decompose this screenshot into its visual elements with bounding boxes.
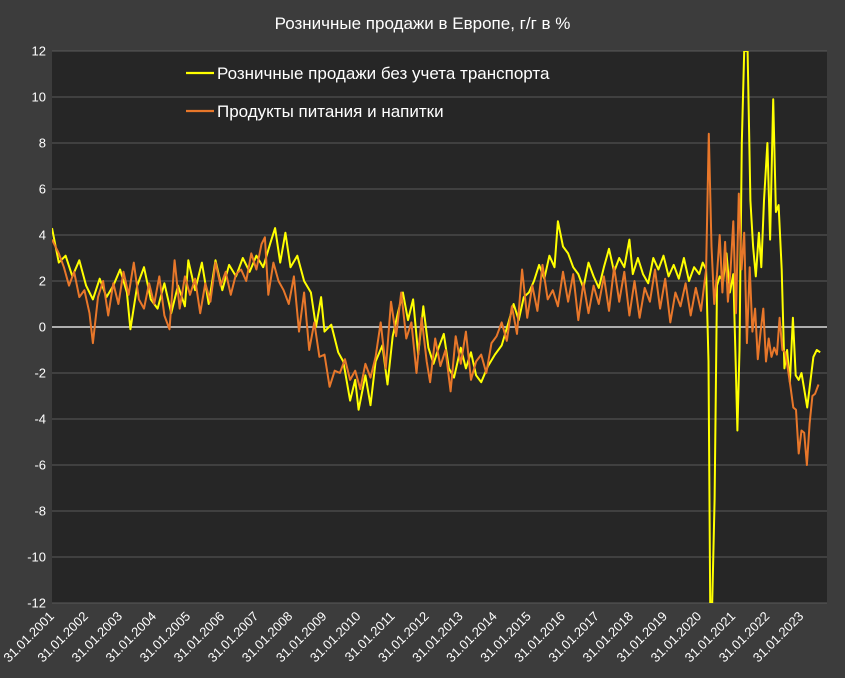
y-tick-label: -2 <box>34 366 46 381</box>
series-layer <box>52 51 821 603</box>
y-tick-label: -6 <box>34 458 46 473</box>
grid <box>52 50 827 604</box>
legend: Розничные продажи без учета транспорта Пр… <box>186 64 550 121</box>
y-tick-label: 10 <box>32 90 46 105</box>
y-tick-label: -8 <box>34 504 46 519</box>
y-tick-label: 8 <box>39 136 46 151</box>
series-line-retail <box>52 51 821 603</box>
series-line-food <box>52 132 820 466</box>
legend-label: Продукты питания и напитки <box>217 102 444 121</box>
y-tick-label: -4 <box>34 412 46 427</box>
x-axis: 31.01.200131.01.200231.01.200331.01.2004… <box>0 609 806 666</box>
y-axis: 12 10 8 6 4 2 0 -2 -4 -6 -8 -10 -12 <box>27 44 46 611</box>
y-tick-label: 4 <box>39 228 46 243</box>
y-tick-label: -10 <box>27 550 46 565</box>
chart-title: Розничные продажи в Европе, г/г в % <box>274 14 571 33</box>
y-tick-label: 6 <box>39 182 46 197</box>
legend-label: Розничные продажи без учета транспорта <box>217 64 550 83</box>
y-tick-label: -12 <box>27 596 46 611</box>
y-tick-label: 0 <box>39 320 46 335</box>
y-tick-label: 12 <box>32 44 46 59</box>
y-tick-label: 2 <box>39 274 46 289</box>
